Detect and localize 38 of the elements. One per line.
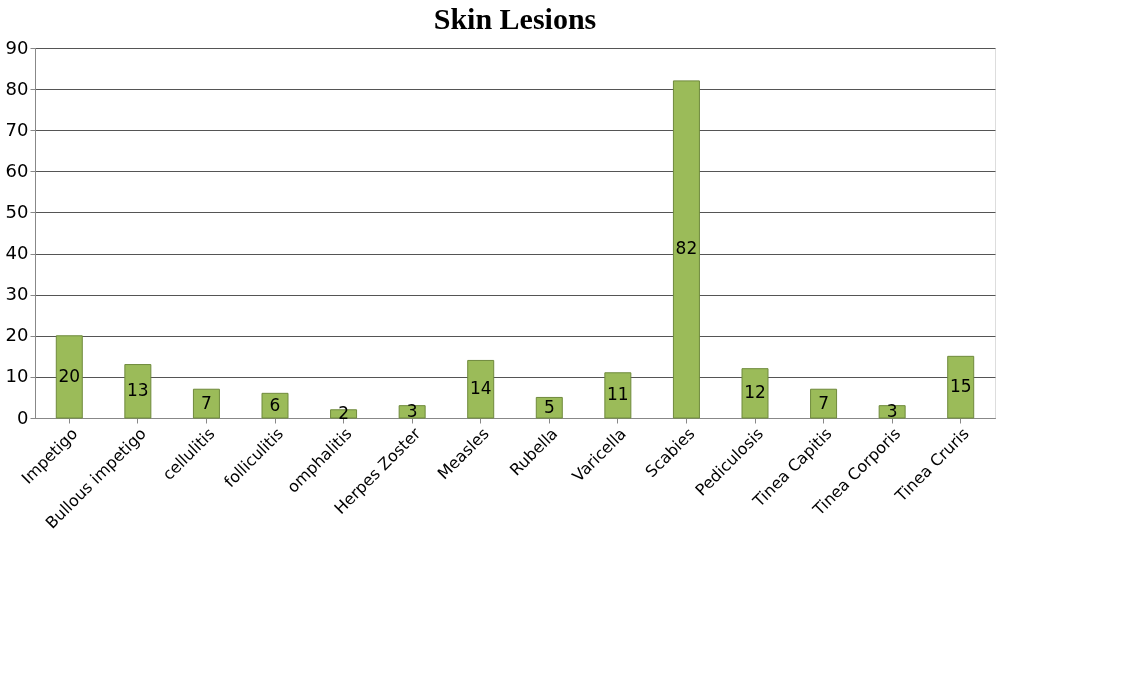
y-tick-label: 70 <box>5 118 29 140</box>
bar <box>398 405 426 419</box>
data-label: 2 <box>338 402 349 423</box>
bar <box>604 372 632 419</box>
y-tick-label: 60 <box>5 159 29 181</box>
bar <box>261 392 289 419</box>
data-label: 82 <box>675 238 698 259</box>
data-label: 7 <box>818 392 829 413</box>
bar <box>810 388 838 419</box>
bar <box>672 80 700 419</box>
y-tick-label: 30 <box>5 283 29 305</box>
bar <box>535 396 563 419</box>
data-label: 15 <box>949 376 972 397</box>
chart-title: Skin Lesions <box>433 2 597 35</box>
data-label: 6 <box>269 394 281 415</box>
bar <box>878 405 906 419</box>
bar <box>467 359 495 419</box>
y-tick-label: 20 <box>5 324 29 346</box>
data-label: 12 <box>744 382 766 403</box>
bar <box>741 368 769 419</box>
data-label: 14 <box>469 378 492 399</box>
y-tick-label: 80 <box>5 77 29 99</box>
data-label: 20 <box>58 365 81 386</box>
bar <box>947 355 975 419</box>
bar <box>55 335 83 419</box>
y-tick-label: 10 <box>5 365 29 387</box>
y-tick-label: 0 <box>17 406 29 428</box>
y-tick-label: 90 <box>5 36 29 58</box>
y-tick-label: 50 <box>5 200 29 222</box>
data-label: 7 <box>201 392 212 413</box>
data-label: 13 <box>127 380 149 401</box>
data-label: 3 <box>886 400 898 421</box>
bar <box>124 364 152 419</box>
bar <box>192 388 220 419</box>
data-label: 11 <box>607 384 629 405</box>
data-label: 5 <box>543 396 555 417</box>
data-label: 3 <box>406 400 418 421</box>
y-tick-label: 40 <box>5 242 29 264</box>
